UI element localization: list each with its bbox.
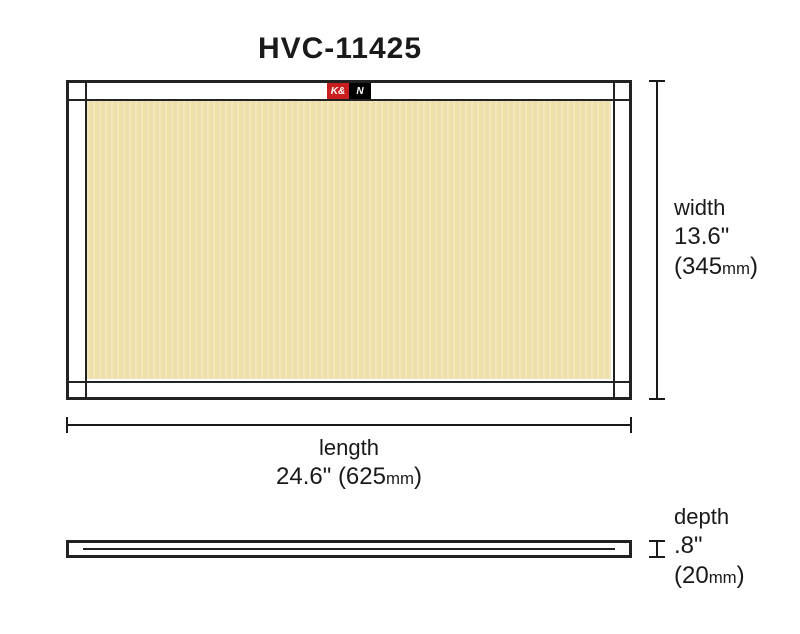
dim-length-label: length 24.6" (625mm) [66, 434, 632, 492]
dim-depth-name: depth [674, 503, 745, 531]
filter-top-view: K& N [66, 80, 632, 400]
filter-side-view [66, 540, 632, 558]
dim-length-mm: (625mm) [338, 463, 422, 490]
frame-line-h-bottom [69, 381, 629, 383]
frame-line-h-top [69, 99, 629, 101]
dim-width-name: width [674, 194, 758, 222]
kn-logo-left: K& [327, 83, 349, 99]
dim-width-label: width 13.6" (345mm) [674, 194, 758, 282]
dim-length-inches: 24.6" [276, 463, 331, 490]
dim-length-tick-left [66, 417, 68, 433]
dim-depth-mm: (20mm) [674, 562, 745, 589]
dim-depth-inches: .8" [674, 532, 703, 559]
kn-logo-right: N [349, 83, 371, 99]
dim-width-line [656, 80, 658, 400]
dim-depth-tick-bottom [649, 556, 665, 558]
dim-width-tick-bottom [649, 398, 665, 400]
dim-length-name: length [66, 434, 632, 462]
dim-width-inches: 13.6" [674, 223, 729, 250]
frame-line-v-left [85, 83, 87, 397]
dim-width-tick-top [649, 80, 665, 82]
filter-side-slot [83, 548, 615, 550]
filter-media [87, 101, 611, 379]
dim-depth-label: depth .8" (20mm) [674, 503, 745, 591]
frame-line-v-right [613, 83, 615, 397]
dim-length-tick-right [630, 417, 632, 433]
dim-length-line [66, 424, 632, 426]
dim-depth-tick-top [649, 540, 665, 542]
product-title: HVC-11425 [0, 32, 680, 66]
dim-width-mm: (345mm) [674, 253, 758, 280]
kn-logo: K& N [327, 83, 371, 99]
